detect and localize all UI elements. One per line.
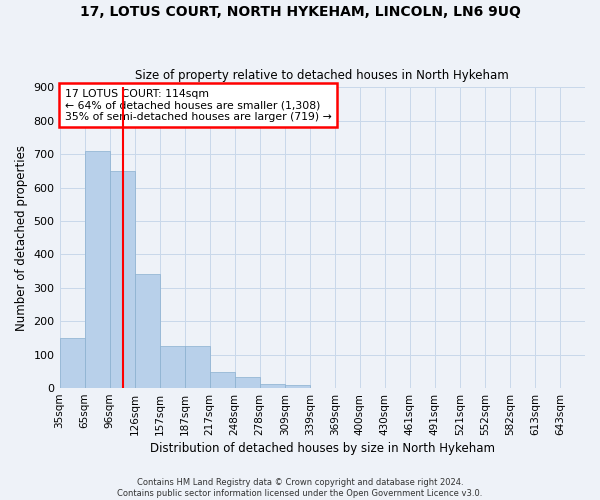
Bar bbox=[110, 171, 134, 388]
Bar bbox=[260, 384, 285, 388]
Bar bbox=[59, 338, 85, 388]
Text: 17, LOTUS COURT, NORTH HYKEHAM, LINCOLN, LN6 9UQ: 17, LOTUS COURT, NORTH HYKEHAM, LINCOLN,… bbox=[80, 5, 520, 19]
Bar bbox=[209, 372, 235, 388]
Bar bbox=[185, 346, 209, 388]
X-axis label: Distribution of detached houses by size in North Hykeham: Distribution of detached houses by size … bbox=[150, 442, 495, 455]
Text: 17 LOTUS COURT: 114sqm
← 64% of detached houses are smaller (1,308)
35% of semi-: 17 LOTUS COURT: 114sqm ← 64% of detached… bbox=[65, 89, 332, 122]
Y-axis label: Number of detached properties: Number of detached properties bbox=[15, 144, 28, 330]
Bar bbox=[285, 384, 310, 388]
Bar bbox=[85, 151, 110, 388]
Bar bbox=[235, 377, 260, 388]
Text: Contains HM Land Registry data © Crown copyright and database right 2024.
Contai: Contains HM Land Registry data © Crown c… bbox=[118, 478, 482, 498]
Bar bbox=[160, 346, 185, 388]
Bar bbox=[134, 274, 160, 388]
Title: Size of property relative to detached houses in North Hykeham: Size of property relative to detached ho… bbox=[136, 69, 509, 82]
